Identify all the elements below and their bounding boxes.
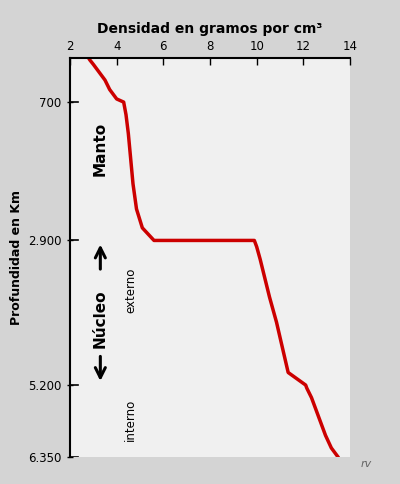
Text: rv: rv <box>361 459 372 469</box>
Text: Manto: Manto <box>93 122 108 176</box>
Text: externo: externo <box>124 268 137 314</box>
X-axis label: Densidad en gramos por cm³: Densidad en gramos por cm³ <box>97 22 323 36</box>
Text: interno: interno <box>124 398 137 441</box>
Y-axis label: Profundidad en Km: Profundidad en Km <box>10 190 23 325</box>
Text: Núcleo: Núcleo <box>93 290 108 348</box>
